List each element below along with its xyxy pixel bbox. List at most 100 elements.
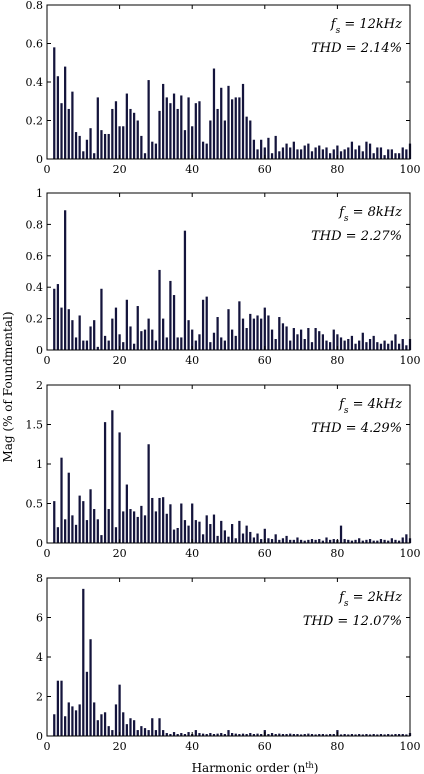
harmonic-bar [169,734,172,736]
harmonic-bar [151,141,154,159]
harmonic-bar [310,734,314,736]
harmonic-bar [368,143,372,159]
y-axis-label: Mag (% of Foundmental) [1,311,15,462]
harmonic-bar [376,734,379,736]
harmonic-bar [111,410,114,543]
x-tick-label: 60 [258,163,272,176]
harmonic-bar [122,511,125,543]
harmonic-bar [267,137,270,159]
harmonic-bar [260,734,263,736]
harmonic-bar [318,734,321,736]
harmonic-bar [143,728,147,736]
harmonic-bar [220,733,223,736]
harmonic-bar [140,726,143,737]
harmonic-bar [132,343,136,350]
harmonic-bar [296,537,299,543]
harmonic-bar [111,108,114,159]
y-tick-label: 0.4 [26,281,44,294]
harmonic-bar [114,704,118,736]
y-tick-label: 0.6 [26,38,44,51]
harmonic-bar [299,329,303,350]
harmonic-bar [147,444,150,543]
y-tick-label: 6 [36,612,43,625]
harmonic-bar [321,540,324,543]
harmonic-bar [390,149,393,160]
harmonic-bar [74,524,78,543]
harmonic-bar [96,720,99,736]
harmonic-bar [231,329,234,350]
harmonic-bar [67,108,70,159]
harmonic-bar [299,539,303,543]
harmonic-bar [103,422,107,543]
harmonic-bar [397,540,401,543]
fs-annotation: fs = 4kHz [338,397,402,416]
harmonic-bar [281,538,285,543]
harmonic-bar [365,734,368,736]
harmonic-bar [187,97,190,159]
harmonic-bar [332,539,335,543]
harmonic-bar [60,457,63,543]
harmonic-bar [154,511,158,543]
harmonic-bar [241,318,245,350]
harmonic-bar [343,539,346,543]
harmonic-bar [71,706,74,737]
harmonic-bar [245,734,248,736]
harmonic-bar [310,539,314,543]
harmonic-bar [401,339,404,350]
harmonic-bar [223,734,226,736]
chart-panel-2: 0 0.2 0.4 0.6 0.8 1 0 20 40 60 80 100 fs = 8kHz THD =… [26,187,421,367]
y-tick-label: 4 [36,651,43,664]
harmonic-bar [140,505,143,543]
harmonic-bar [162,83,165,159]
harmonic-bar [405,149,408,160]
harmonic-bar [147,730,150,736]
harmonic-bar [143,153,147,159]
harmonic-bar [191,126,194,159]
thd-annotation: THD = 2.14% [311,41,402,56]
harmonic-bar [209,342,212,350]
harmonic-bar [114,527,118,543]
harmonic-bar [56,680,60,736]
harmonic-bar [376,342,379,350]
harmonic-bar [129,509,132,543]
harmonic-bar [180,95,183,159]
harmonic-bar [234,97,237,159]
y-tick-label: 0 [36,153,43,166]
harmonic-bar [140,135,143,159]
harmonic-bar [285,535,288,543]
harmonic-bar [299,734,303,736]
harmonic-bar [64,66,67,159]
harmonic-bar [343,340,346,350]
harmonic-bar [56,284,60,350]
harmonic-bar [78,315,81,350]
harmonic-bar [231,524,234,543]
harmonic-bar [107,133,110,159]
harmonic-bar [358,145,361,159]
harmonic-bar [249,733,252,736]
harmonic-bar [365,141,368,159]
harmonic-bar [263,528,266,543]
harmonic-bar [125,484,128,543]
fs-annotation: fs = 2kHz [338,590,402,609]
harmonic-bar [209,120,212,159]
x-tick-label: 20 [113,740,127,753]
harmonic-bar [118,126,121,159]
harmonic-bar [60,103,63,159]
harmonic-bar [274,135,277,159]
harmonic-bar [318,539,321,543]
harmonic-bar [397,734,401,736]
x-tick-label: 20 [113,163,127,176]
harmonic-bar [249,313,252,350]
harmonic-bar [60,307,63,350]
harmonic-bar [169,280,172,350]
harmonic-bar [289,147,292,159]
harmonic-bar [122,126,125,159]
harmonic-bar [129,326,132,350]
harmonic-bar [252,139,256,159]
y-tick-label: 0.8 [26,0,44,12]
harmonic-bar [172,732,176,736]
x-tick-label: 20 [113,354,127,367]
harmonic-bar [82,340,85,350]
harmonic-bar [372,540,375,543]
